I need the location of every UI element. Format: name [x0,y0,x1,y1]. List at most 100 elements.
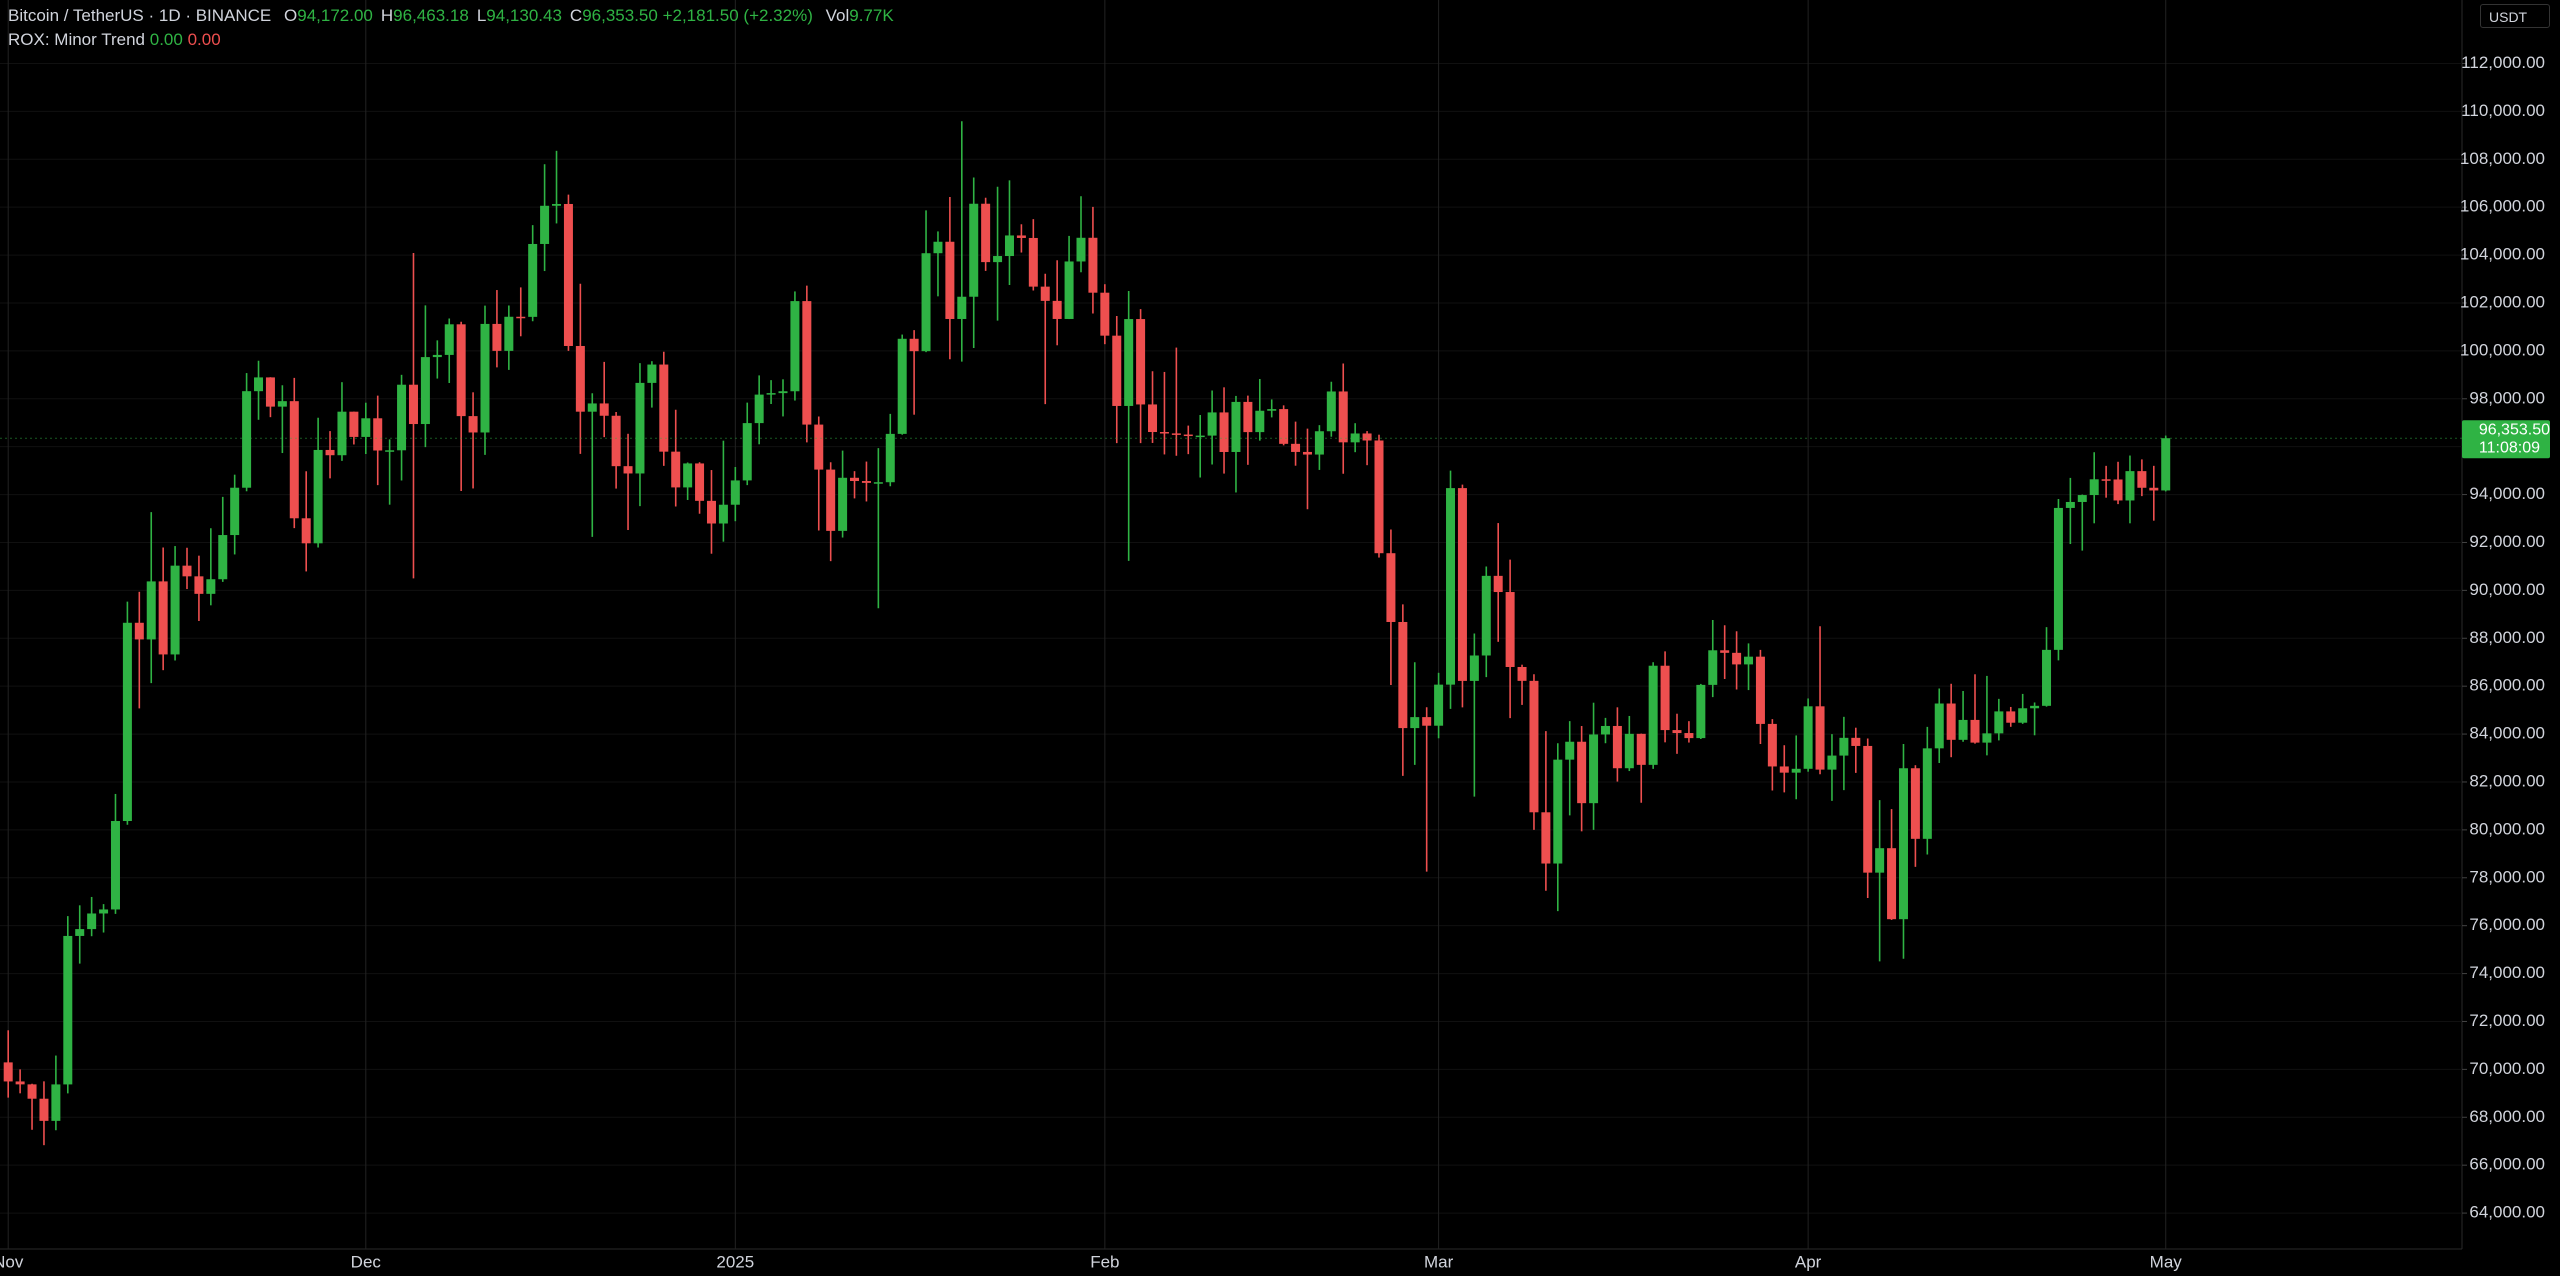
field-value: 94,172.00 [297,6,373,25]
candle-body [1493,575,1503,593]
candle-body [1469,655,1479,681]
indicator-row: ROX: Minor Trend 0.00 0.00 [8,28,894,52]
candle-body [1827,755,1837,770]
candle-body [361,418,371,437]
candle-body [1004,235,1014,257]
candle-body [1267,409,1277,411]
indicator-value: 0.00 [187,30,221,49]
candle-body [635,382,645,474]
candle-body [575,345,585,412]
candle-body [528,243,538,317]
x-tick-label: Feb [1090,1252,1119,1271]
candle-body [730,480,740,505]
y-tick-label: 74,000.00 [2469,963,2545,982]
candle-body [2137,471,2147,488]
candle-body [337,411,347,456]
candle-body [1279,409,1289,444]
candle-body [1207,412,1217,436]
candle-body [1636,733,1646,765]
candle-body [1243,401,1253,433]
candle-body [1875,848,1885,873]
candle-body [206,579,216,594]
field-key: C [569,6,583,25]
candle-body [802,301,812,425]
candle-body [301,518,311,544]
ohlc-fields: O94,172.00 H96,463.18 L94,130.43 C96,353.50 [276,6,658,25]
candle-body [1457,488,1467,681]
candle-body [1136,319,1146,405]
y-tick-label: 86,000.00 [2469,676,2545,695]
candle-body [75,929,85,936]
candle-body [1338,391,1348,443]
candle-body [1231,401,1241,452]
y-tick-label: 108,000.00 [2460,149,2545,168]
candle-body [921,253,931,352]
x-tick-label: Dec [351,1252,382,1271]
candle-body [695,463,705,501]
candle-body [1040,286,1050,301]
y-tick-label: 90,000.00 [2469,580,2545,599]
candle-body [146,581,156,640]
candle-body [718,504,728,524]
candle-body [1660,665,1670,731]
candle-body [1052,300,1062,319]
currency-selector[interactable]: USDT [2480,4,2550,28]
candle-body [1910,768,1920,839]
candle-body [850,477,860,482]
legend: Bitcoin / TetherUS · 1D · BINANCE O94,17… [8,4,894,52]
field-value: 94,130.43 [486,6,562,25]
candle-body [1994,711,2004,734]
candle-body [909,338,919,352]
candle-body [1517,666,1527,681]
candle-body [373,418,383,451]
y-tick-label: 84,000.00 [2469,724,2545,743]
candle-body [1481,575,1491,656]
y-tick-label: 66,000.00 [2469,1155,2545,1174]
candle-body [1934,703,1944,749]
candle-body [742,423,752,481]
candle-body [1553,759,1563,864]
indicator-value: 0.00 [149,30,183,49]
candle-body [242,391,252,488]
candle-body [277,401,287,407]
field-key: H [380,6,394,25]
candle-body [993,256,1003,263]
candle-body [194,576,204,594]
candle-body [1755,656,1765,724]
candle-body [1291,443,1301,452]
candle-body [15,1081,25,1085]
candle-body [2042,649,2052,706]
y-tick-label: 100,000.00 [2460,340,2545,359]
candle-body [444,324,454,355]
candle-body [981,203,991,263]
candle-body [230,487,240,536]
candle-body [1386,553,1396,622]
candle-body [420,357,430,425]
y-tick-label: 80,000.00 [2469,819,2545,838]
candle-body [1839,737,1849,756]
candle-body [1648,665,1658,765]
candle-body [540,205,550,244]
candle-body [1541,812,1551,864]
y-tick-label: 98,000.00 [2469,388,2545,407]
candle-body [1255,410,1265,433]
candle-body [1696,684,1706,739]
candle-body [1624,733,1634,769]
candle-body [659,364,669,452]
candle-body [754,394,764,424]
candle-body [647,364,657,383]
candle-body [122,622,132,822]
candle-body [766,393,776,395]
candle-body [1100,292,1110,336]
candle-body [1672,730,1682,734]
candle-body [492,323,502,351]
field-value: 96,463.18 [393,6,469,25]
candle-body [1577,741,1587,804]
candle-body [39,1098,49,1121]
candle-body [838,477,848,531]
candle-body [1195,435,1205,438]
candle-body [1898,768,1908,920]
candle-body [2065,501,2075,508]
vol-value: 9.77K [849,6,894,25]
y-tick-label: 102,000.00 [2460,292,2545,311]
